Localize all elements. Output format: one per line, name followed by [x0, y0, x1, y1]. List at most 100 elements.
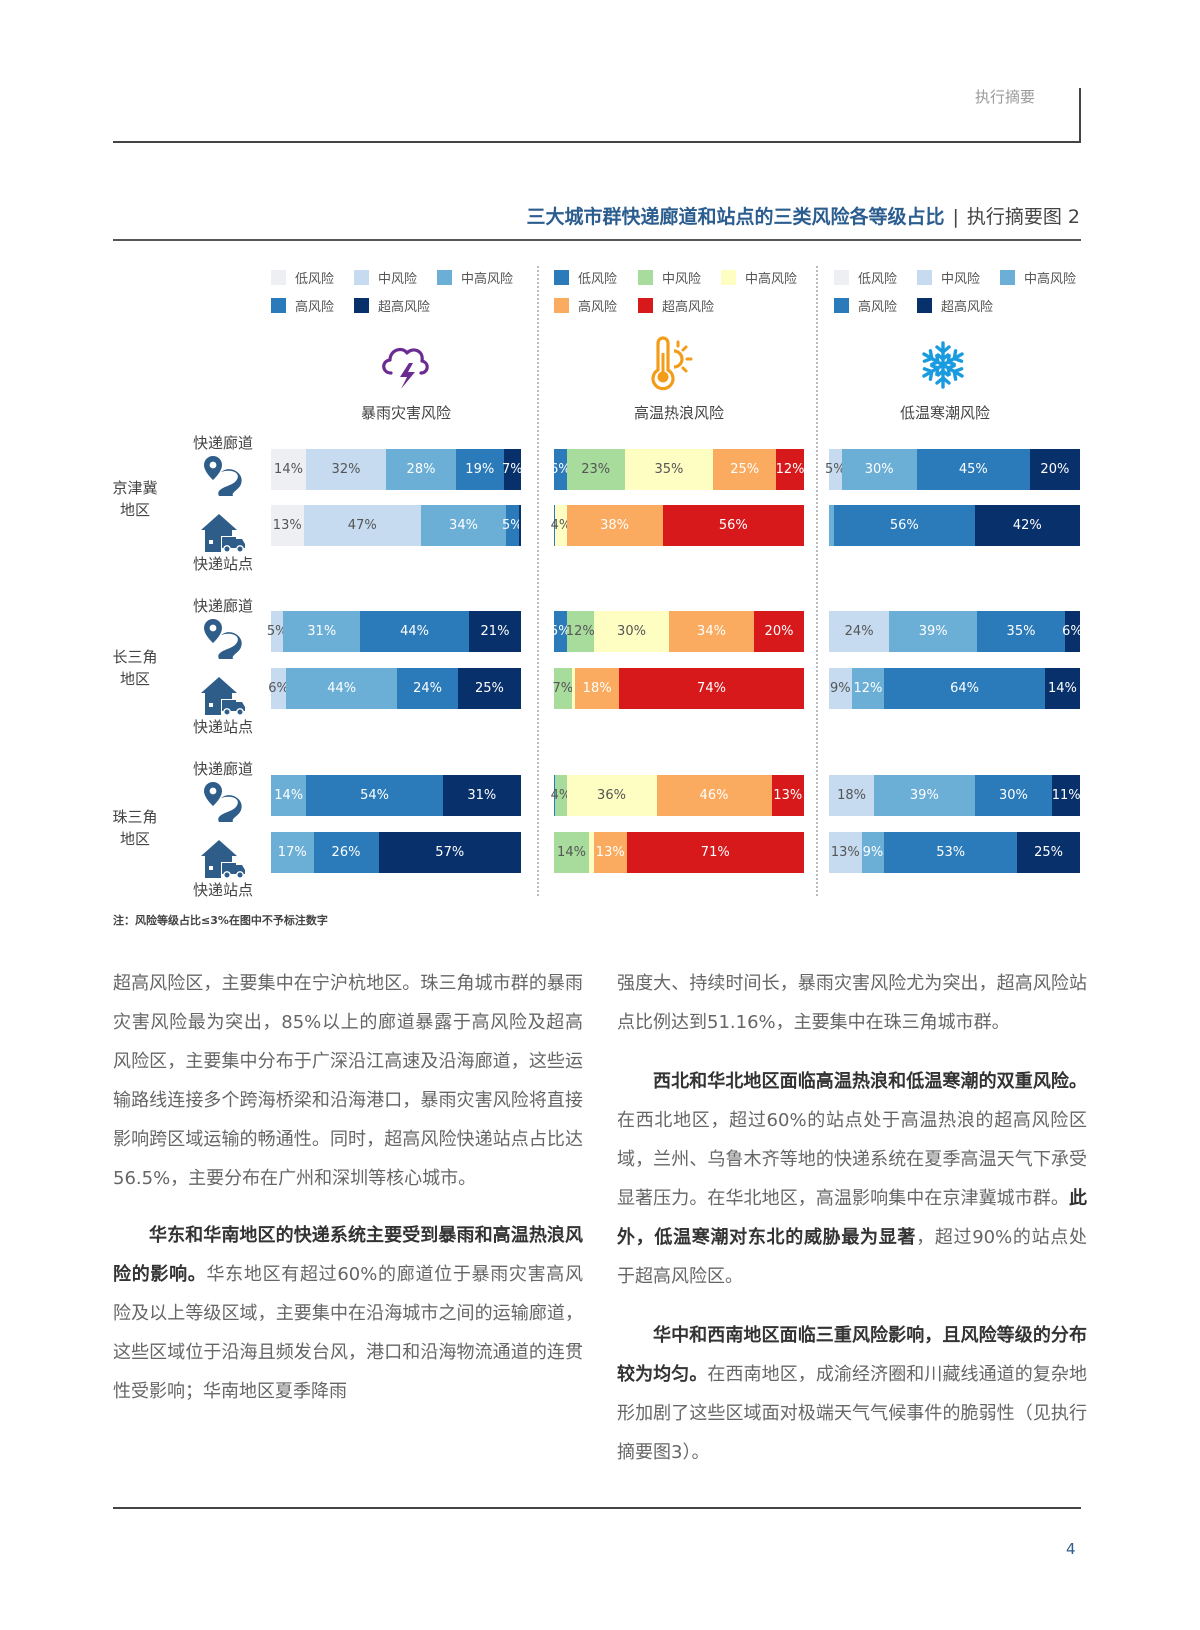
bar-segment: 64%	[884, 668, 1045, 709]
bar-segment: 47%	[303, 505, 421, 546]
region-label-jjj: 京津冀 地区	[112, 479, 158, 519]
bar-segment: 54%	[306, 775, 443, 816]
bar-segment: 38%	[566, 505, 663, 546]
stacked-bar-cold: 24% 39% 35% 6%	[829, 611, 1083, 652]
bar-segment: 12%	[851, 668, 885, 709]
legend-swatch	[638, 270, 653, 285]
bar-segment: 26%	[313, 832, 379, 873]
bar-segment: 12%	[566, 611, 595, 652]
bar-segment: 31%	[442, 775, 521, 816]
legend-swatch	[554, 270, 569, 285]
stacked-bar-cold: 9% 12% 64% 14%	[829, 668, 1080, 709]
figure-number: 执行摘要图 2	[966, 206, 1080, 228]
bar-segment: 32%	[306, 449, 386, 490]
stacked-bar-cold: 18% 39% 30% 11%	[829, 775, 1081, 816]
legend-item: 低风险	[271, 268, 334, 287]
legend-swatch	[834, 270, 849, 285]
bar-segment: 24%	[829, 611, 890, 652]
station-warehouse-truck-icon	[199, 510, 247, 558]
bar-segment: 5%	[502, 505, 523, 546]
bar-segment: 13%	[271, 505, 304, 546]
stacked-bar-cold: 13% 9% 53% 25%	[829, 832, 1080, 873]
bar-segment: 21%	[469, 611, 521, 652]
body-column-left: 超高风险区，主要集中在宁沪杭地区。珠三角城市群的暴雨灾害风险最为突出，85%以上…	[113, 964, 583, 1411]
paragraph: 华东和华南地区的快递系统主要受到暴雨和高温热浪风险的影响。华东地区有超过60%的…	[113, 1225, 583, 1402]
stacked-bar-heat: 4% 38% 56%	[551, 505, 804, 546]
bar-segment	[554, 775, 556, 816]
stacked-bar-rain: 14% 32% 28% 19% 7%	[271, 449, 523, 490]
stacked-bar-heat: 14% 13% 71%	[554, 832, 804, 873]
bar-segment: 31%	[283, 611, 361, 652]
bar-segment: 35%	[624, 449, 714, 490]
bar-segment: 57%	[378, 832, 521, 873]
legend-item: 中风险	[917, 268, 980, 287]
row-label-corridor: 快递廊道	[192, 597, 253, 615]
bar-segment: 14%	[271, 775, 307, 816]
legend-swatch	[271, 298, 286, 313]
figure-note: 注：风险等级占比≤3%在图中不予标注数字	[113, 914, 328, 927]
bar-segment: 74%	[619, 668, 804, 709]
legend-item: 中高风险	[1000, 268, 1076, 287]
bar-segment	[589, 832, 594, 873]
legend-swatch	[1000, 270, 1015, 285]
bar-segment: 30%	[594, 611, 669, 652]
bar-segment: 56%	[834, 505, 975, 546]
bar-segment: 18%	[829, 775, 875, 816]
bar-segment: 14%	[1044, 668, 1080, 709]
column-divider	[816, 266, 818, 896]
stacked-bar-rain: 17% 26% 57%	[271, 832, 521, 873]
stacked-bar-rain: 5% 31% 44% 21%	[267, 611, 521, 652]
legend-swatch	[834, 298, 849, 313]
station-warehouse-truck-icon	[199, 673, 247, 721]
station-warehouse-truck-icon	[199, 836, 247, 884]
legend-item: 高风险	[834, 296, 897, 315]
bar-segment: 53%	[884, 832, 1018, 873]
bar-segment: 44%	[286, 668, 398, 709]
legend-item: 低风险	[834, 268, 897, 287]
bar-segment: 7%	[552, 668, 573, 709]
bar-segment: 46%	[656, 775, 772, 816]
paragraph: 强度大、持续时间长，暴雨灾害风险尤为突出，超高风险站点比例达到51.16%，主要…	[617, 973, 1087, 1033]
bar-segment: 44%	[360, 611, 469, 652]
column-divider	[537, 266, 539, 896]
bar-segment: 45%	[916, 449, 1030, 490]
legend-item: 超高风险	[638, 296, 714, 315]
bar-segment: 5%	[550, 611, 571, 652]
figure-title: 三大城市群快递廊道和站点的三类风险各等级占比 | 执行摘要图 2	[526, 202, 1080, 229]
row-label-station: 快递站点	[192, 555, 253, 573]
bar-segment: 13%	[829, 832, 862, 873]
bar-segment	[829, 505, 835, 546]
page-number: 4	[1066, 1540, 1076, 1558]
bar-segment: 18%	[575, 668, 619, 709]
figure-title-text: 三大城市群快递廊道和站点的三类风险各等级占比	[526, 206, 945, 228]
bar-segment: 34%	[421, 505, 506, 546]
bar-segment: 28%	[386, 449, 456, 490]
legend-swatch	[917, 270, 932, 285]
bar-segment: 25%	[457, 668, 521, 709]
bar-segment: 14%	[554, 832, 589, 873]
bar-segment: 13%	[771, 775, 804, 816]
bar-segment: 25%	[713, 449, 777, 490]
corridor-route-icon	[201, 454, 245, 502]
column-title-cold: 低温寒潮风险	[899, 404, 990, 422]
corridor-route-icon	[201, 780, 245, 828]
bar-segment: 42%	[974, 505, 1080, 546]
stacked-bar-cold: 56% 42%	[829, 505, 1080, 546]
bar-segment: 6%	[550, 449, 571, 490]
legend-item: 超高风险	[354, 296, 430, 315]
bar-segment: 9%	[861, 832, 885, 873]
bar-segment: 35%	[977, 611, 1065, 652]
legend-item: 高风险	[554, 296, 617, 315]
bar-segment: 12%	[776, 449, 805, 490]
stacked-bar-rain: 13% 47% 34% 5%	[271, 505, 523, 546]
header-vertical-rule	[1079, 88, 1081, 143]
region-label-prd: 珠三角 地区	[112, 808, 158, 848]
bar-segment: 36%	[566, 775, 657, 816]
figure-title-separator: |	[952, 206, 959, 228]
bar-segment: 71%	[626, 832, 804, 873]
row-label-station: 快递站点	[192, 718, 253, 736]
body-column-right: 强度大、持续时间长，暴雨灾害风险尤为突出，超高风险站点比例达到51.16%，主要…	[617, 964, 1087, 1472]
row-label-corridor: 快递廊道	[192, 760, 253, 778]
bar-segment	[554, 505, 556, 546]
snowflake-icon	[922, 341, 964, 389]
